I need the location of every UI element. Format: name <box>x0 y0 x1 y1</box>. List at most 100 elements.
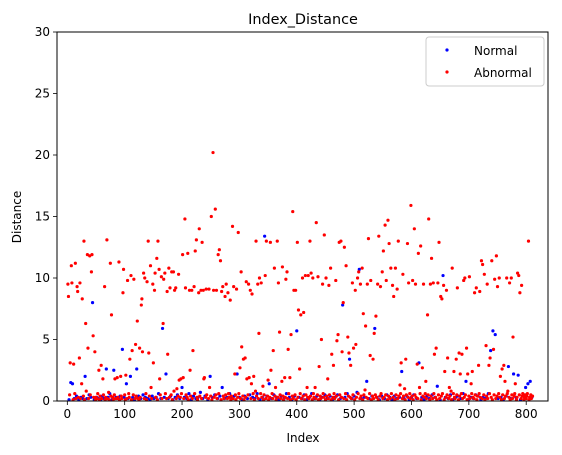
abnormal-point <box>389 392 394 396</box>
abnormal-point <box>78 396 83 401</box>
abnormal-point <box>396 239 400 243</box>
abnormal-point <box>172 288 177 292</box>
abnormal-point <box>437 396 442 401</box>
x-tick-label: 500 <box>343 407 366 421</box>
abnormal-point <box>300 276 305 280</box>
abnormal-point <box>387 241 391 246</box>
abnormal-point <box>153 271 157 275</box>
x-tick-label: 800 <box>515 407 538 421</box>
y-axis-ticks: 0 5 10 15 20 25 30 <box>35 25 57 408</box>
abnormal-point <box>489 395 493 399</box>
normal-point <box>135 367 139 371</box>
abnormal-point <box>476 363 481 367</box>
abnormal-point <box>273 385 278 390</box>
abnormal-point <box>212 395 216 399</box>
abnormal-point <box>127 395 131 399</box>
abnormal-point <box>394 393 398 397</box>
abnormal-point <box>285 396 290 401</box>
normal-point <box>218 394 222 398</box>
abnormal-point <box>197 227 201 231</box>
abnormal-point <box>424 396 428 401</box>
abnormal-point <box>234 287 239 291</box>
abnormal-point <box>495 285 500 289</box>
abnormal-point <box>209 394 213 398</box>
abnormal-point <box>264 239 268 243</box>
abnormal-point <box>477 392 481 396</box>
abnormal-point <box>436 281 440 285</box>
abnormal-point <box>446 356 450 360</box>
abnormal-point <box>349 363 353 367</box>
abnormal-point <box>368 392 372 396</box>
abnormal-point <box>232 285 236 289</box>
abnormal-point <box>238 366 242 370</box>
x-tick-label: 300 <box>228 407 251 421</box>
abnormal-point <box>303 273 307 278</box>
abnormal-point <box>306 273 310 278</box>
abnormal-point <box>515 395 519 399</box>
abnormal-point <box>107 390 111 394</box>
abnormal-point <box>329 266 333 270</box>
abnormal-point <box>520 283 524 287</box>
abnormal-point <box>158 393 162 397</box>
abnormal-point <box>135 319 139 323</box>
abnormal-point <box>431 396 435 401</box>
abnormal-point <box>331 363 336 367</box>
abnormal-point <box>417 385 422 390</box>
abnormal-point <box>116 395 120 399</box>
abnormal-point <box>129 273 133 278</box>
legend: Normal Abnormal <box>425 36 545 87</box>
abnormal-point <box>191 348 195 353</box>
abnormal-point <box>154 395 158 399</box>
normal-point <box>187 392 191 396</box>
abnormal-point <box>485 394 489 398</box>
abnormal-point <box>231 396 235 401</box>
abnormal-point <box>338 393 342 397</box>
abnormal-point <box>317 364 321 369</box>
abnormal-point <box>148 264 153 268</box>
abnormal-point <box>301 394 305 398</box>
abnormal-point <box>503 394 508 398</box>
abnormal-point <box>218 259 223 263</box>
abnormal-point <box>376 282 380 286</box>
abnormal-point <box>164 396 169 401</box>
abnormal-point <box>217 392 221 396</box>
y-tick-label: 15 <box>35 210 50 224</box>
abnormal-point <box>268 240 272 244</box>
x-axis-label: Index <box>286 431 319 445</box>
abnormal-point <box>66 294 71 299</box>
abnormal-point <box>298 392 302 396</box>
abnormal-point <box>259 392 263 396</box>
abnormal-point <box>381 249 385 253</box>
abnormal-point <box>467 275 472 279</box>
abnormal-point <box>252 374 256 378</box>
abnormal-point <box>510 396 515 401</box>
abnormal-point <box>244 395 248 399</box>
abnormal-point <box>256 282 260 286</box>
abnormal-point <box>469 382 473 386</box>
abnormal-point <box>160 396 164 401</box>
abnormal-point <box>485 282 489 286</box>
abnormal-point <box>391 395 395 399</box>
abnormal-point <box>304 393 308 397</box>
abnormal-point <box>336 332 340 337</box>
abnormal-point <box>409 203 413 208</box>
abnormal-point <box>222 396 226 401</box>
abnormal-point <box>472 396 476 401</box>
normal-point <box>464 379 468 383</box>
abnormal-point <box>427 217 431 221</box>
abnormal-point <box>224 282 228 286</box>
abnormal-point <box>507 395 511 399</box>
normal-point <box>347 357 352 361</box>
abnormal-point <box>404 357 408 361</box>
normal-point <box>128 374 133 378</box>
abnormal-point <box>382 395 386 399</box>
abnormal-point <box>198 394 202 398</box>
abnormal-point <box>216 253 220 257</box>
abnormal-point <box>320 282 325 286</box>
abnormal-point <box>147 394 151 398</box>
abnormal-point <box>287 392 291 396</box>
abnormal-point <box>276 395 280 399</box>
abnormal-point <box>513 392 517 396</box>
abnormal-point <box>378 285 383 289</box>
abnormal-point <box>319 337 324 342</box>
